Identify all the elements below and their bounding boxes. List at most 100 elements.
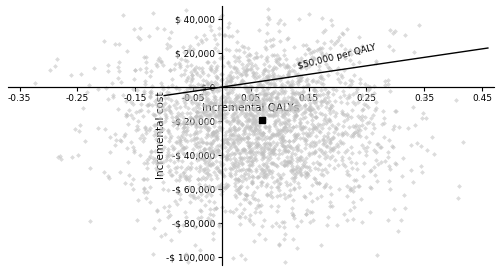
Point [309,107,317,111]
Point [326,185,334,189]
Point [214,82,222,86]
Point [252,85,260,89]
Point [234,127,242,131]
Point [284,118,292,122]
Point [221,144,229,149]
Point [272,132,280,137]
Point [192,110,200,114]
Point [252,169,260,173]
Point [324,65,332,69]
Point [247,155,255,159]
Point [280,48,287,52]
Point [200,83,207,88]
Point [268,185,276,189]
Point [124,122,132,126]
Point [268,224,276,228]
Point [171,61,179,66]
Point [284,72,292,76]
Point [210,162,218,167]
Point [233,115,241,120]
Point [291,105,299,109]
Point [259,107,267,111]
Point [273,112,281,117]
Point [368,93,376,97]
Point [196,129,204,133]
Point [262,92,270,96]
Point [331,124,339,129]
Point [284,36,292,40]
Point [323,223,331,227]
Point [274,74,282,78]
Point [188,73,196,77]
Point [225,21,233,25]
Point [243,185,251,189]
Point [268,92,276,96]
Point [182,90,190,94]
Point [144,166,152,170]
Point [224,91,232,95]
Point [134,124,141,128]
Point [292,100,300,104]
Point [270,144,278,149]
Point [222,138,230,143]
Point [244,125,252,130]
Point [212,131,220,135]
Point [204,172,212,176]
Point [282,147,290,151]
Point [267,92,275,96]
Point [232,93,240,97]
Point [282,130,290,135]
Point [148,156,156,160]
Point [222,130,230,134]
Point [273,185,281,190]
Point [324,136,332,140]
Point [276,130,284,134]
Point [209,131,217,135]
Point [362,102,370,107]
Point [300,90,308,94]
Point [226,95,234,100]
Point [226,143,234,148]
Point [262,39,270,44]
Point [254,198,262,203]
Point [164,147,172,151]
Point [212,120,220,125]
Point [255,124,263,128]
Point [289,167,297,172]
Point [308,122,316,126]
Point [270,75,278,80]
Point [368,112,376,117]
Point [335,187,343,192]
Point [311,177,319,182]
Point [251,153,259,157]
Point [280,91,287,95]
Point [249,70,257,75]
Point [322,52,330,56]
Point [319,98,327,103]
Point [219,172,227,177]
Point [264,81,272,85]
Point [222,82,230,87]
Point [213,88,221,93]
Point [350,217,358,221]
Point [320,141,328,146]
Point [196,93,204,98]
Point [395,125,403,130]
Point [256,129,264,134]
Point [174,158,182,163]
Point [260,218,268,222]
Point [266,146,274,151]
Point [256,111,264,115]
Point [231,151,239,155]
Point [188,76,196,80]
Point [268,150,276,155]
Point [358,44,366,49]
Point [312,115,320,119]
Point [239,132,247,137]
Point [317,148,325,153]
Point [344,117,351,121]
Point [238,179,246,183]
Point [378,160,386,164]
Point [218,143,226,147]
Point [289,197,297,202]
